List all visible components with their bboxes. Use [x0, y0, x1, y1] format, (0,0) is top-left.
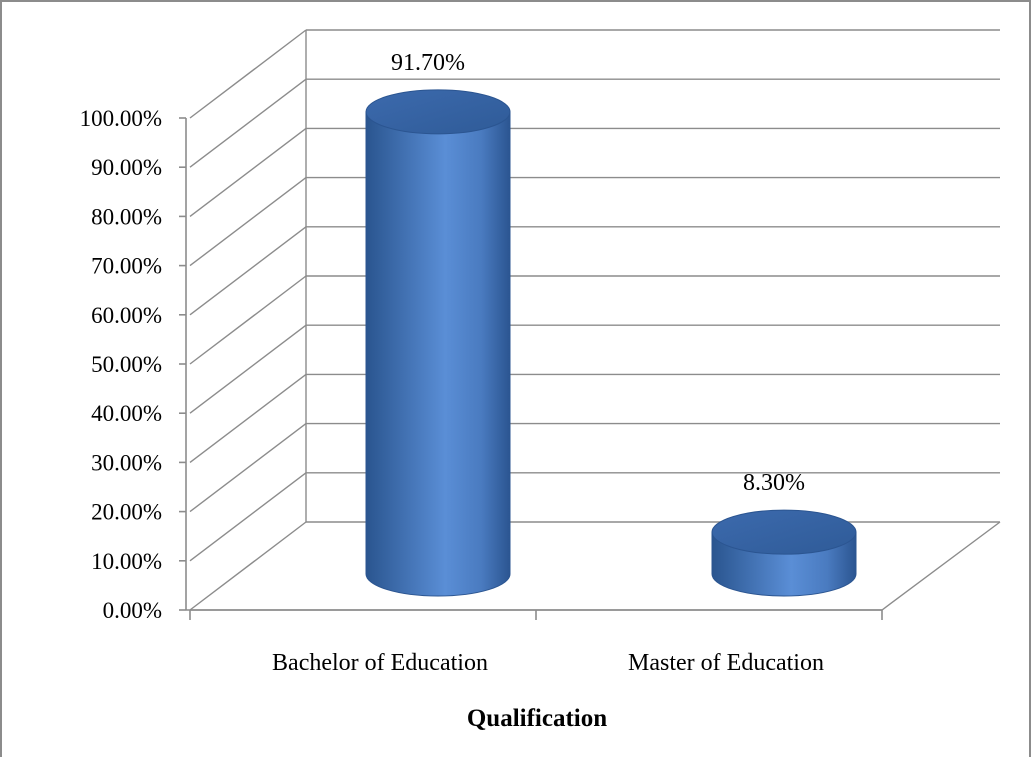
y-tick-label: 20.00% — [91, 500, 162, 525]
bar-body — [365, 111, 511, 597]
data-label: 8.30% — [743, 470, 805, 496]
data-label: 91.70% — [391, 50, 465, 76]
side-gridline — [189, 324, 307, 414]
y-tick-label: 100.00% — [80, 106, 162, 131]
axes — [179, 117, 883, 620]
side-gridline — [189, 177, 307, 267]
side-gridline — [189, 373, 307, 463]
side-gridline — [189, 275, 307, 365]
bars — [365, 89, 857, 597]
bar — [365, 89, 511, 597]
y-tick-label: 40.00% — [91, 401, 162, 426]
y-tick-label: 50.00% — [91, 352, 162, 377]
side-gridline — [189, 127, 307, 217]
x-category-label: Master of Education — [628, 650, 824, 676]
y-tick-label: 70.00% — [91, 254, 162, 279]
y-tick-label: 90.00% — [91, 155, 162, 180]
y-tick-label: 60.00% — [91, 303, 162, 328]
x-category-label: Bachelor of Education — [272, 650, 488, 676]
y-tick-label: 30.00% — [91, 450, 162, 475]
labels: 0.00% 10.00% 20.00% 30.00% 40.00% 50.00% 60.00… — [80, 50, 824, 676]
side-gridline — [189, 226, 307, 316]
floor-edge — [190, 521, 1001, 611]
side-gridline — [189, 29, 307, 119]
side-gridline — [189, 423, 307, 513]
side-gridline — [189, 521, 307, 611]
bar-cap — [711, 509, 857, 555]
y-tick-label: 80.00% — [91, 204, 162, 229]
bar — [711, 509, 857, 597]
bar-cap — [365, 89, 511, 135]
gridlines — [189, 29, 1001, 611]
side-gridline — [189, 78, 307, 168]
side-gridline — [189, 472, 307, 562]
y-tick-label: 10.00% — [91, 549, 162, 574]
x-axis-title: Qualification — [467, 705, 607, 732]
y-tick-label: 0.00% — [103, 598, 162, 623]
